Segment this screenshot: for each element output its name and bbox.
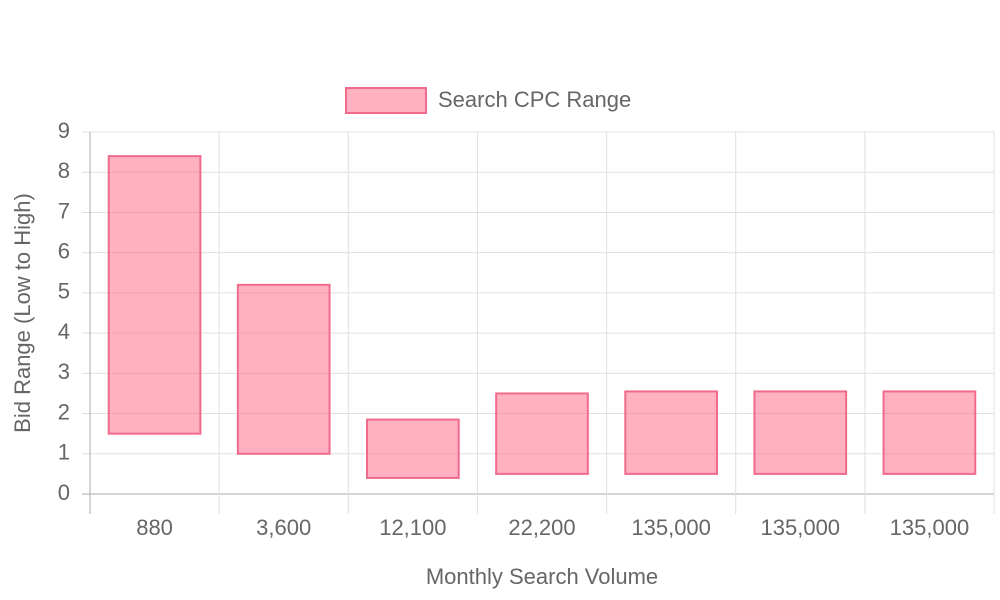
- y-tick-label: 3: [58, 359, 70, 384]
- bar: [366, 418, 460, 479]
- bar: [236, 283, 331, 455]
- bar: [495, 392, 589, 475]
- legend-swatch: [345, 87, 427, 114]
- y-axis-title: Bid Range (Low to High): [10, 193, 35, 433]
- x-tick-label: 135,000: [631, 515, 711, 540]
- bar: [624, 390, 718, 475]
- legend-label: Search CPC Range: [438, 87, 631, 112]
- x-axis-title: Monthly Search Volume: [426, 564, 658, 589]
- x-tick-label: 12,100: [379, 515, 446, 540]
- bar: [753, 390, 848, 475]
- y-tick-label: 4: [58, 319, 70, 344]
- y-tick-label: 7: [58, 198, 70, 223]
- bar: [882, 390, 977, 475]
- x-tick-label: 22,200: [508, 515, 575, 540]
- y-tick-label: 1: [58, 440, 70, 465]
- y-tick-label: 6: [58, 238, 70, 263]
- y-tick-label: 8: [58, 158, 70, 183]
- x-tick-label: 880: [136, 515, 173, 540]
- x-tick-label: 135,000: [761, 515, 841, 540]
- y-tick-label: 5: [58, 279, 70, 304]
- x-tick-label: 3,600: [256, 515, 311, 540]
- y-tick-label: 0: [58, 480, 70, 505]
- y-tick-label: 9: [58, 118, 70, 143]
- bar: [107, 155, 202, 435]
- y-tick-label: 2: [58, 399, 70, 424]
- x-tick-label: 135,000: [890, 515, 970, 540]
